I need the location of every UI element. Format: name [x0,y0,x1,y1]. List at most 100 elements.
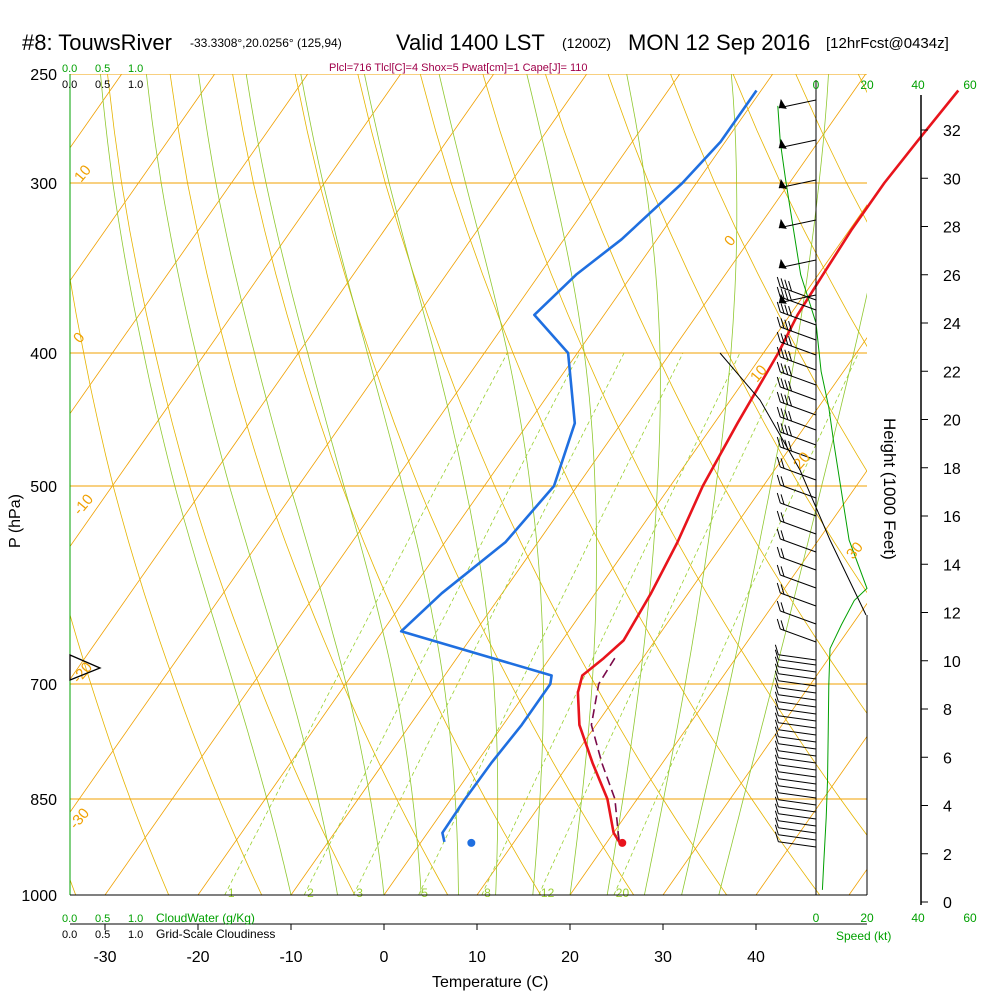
wind-barb-feather [781,476,784,486]
height-tick-label: 24 [943,316,961,333]
wind-barb-staff [778,821,816,826]
temperature-axis-title: Temperature (C) [432,974,548,991]
forecast-info: [12hrFcst@0434z] [826,35,949,52]
height-tick-label: 26 [943,268,961,285]
speed-tick-label-top: 40 [911,78,925,92]
height-tick-label: 32 [943,123,961,140]
mixing-ratio-line [225,353,508,895]
wind-barb-staff [780,629,816,642]
wind-barb-staff [778,702,816,707]
wind-barb-feather [781,378,784,388]
dry-adiabat-line [295,74,634,895]
wind-barb-staff [778,828,816,833]
wind-barb-staff [778,751,816,756]
wind-barb-staff [778,765,816,770]
wind-barb-feather [785,380,788,390]
dry-adiabat-line [170,74,448,895]
dry-adiabat-line [671,74,1000,895]
isotherm-line [849,74,1000,895]
grid-layer [0,74,1000,895]
dry-adiabat-line [420,74,819,895]
speed-axis-title: Speed (kt) [836,929,891,943]
wind-barb-feather [781,278,784,288]
wind-barb-feather [777,601,780,611]
temperature-series-line [578,91,958,842]
moist-adiabat-line [199,74,385,895]
mixing-ratio-line [304,353,579,895]
speed-tick-label-bottom: 40 [911,911,925,925]
wind-barb-icon [777,347,816,370]
wind-barb-feather [777,475,780,485]
wind-barb-feather [777,392,780,402]
pressure-tick-label: 300 [30,176,57,193]
station-coords: -33.3308°,20.0256° (125,94) [190,36,342,50]
mixing-ratio-line [539,353,791,895]
pressure-tick-label: 850 [30,792,57,809]
wind-barb-staff [778,786,816,791]
dry-adiabat-line [483,74,913,895]
wind-barb-pennant [779,219,787,229]
wind-barb-icon [777,422,816,445]
wind-barb-feather [777,511,780,521]
height-tick-label: 12 [943,606,961,623]
mixing-ratio-label: 3 [356,886,363,900]
wind-barb-staff [780,593,816,606]
wind-barb-feather [777,493,780,503]
isotherm-line [0,74,122,895]
wind-barb-feather [777,583,780,593]
dry-adiabat-line [983,74,1000,895]
wind-barb-feather [777,565,780,575]
wind-barb-staff [778,758,816,763]
surface-dewpoint-point [467,839,475,847]
wind-barb-feather [777,547,780,557]
temperature-tick-label: 10 [468,949,486,966]
wind-barb-feather [781,303,784,313]
isotherm-label: 30 [843,539,867,563]
moist-adiabat-line [101,74,292,895]
moist-adiabat-line [246,74,421,895]
wind-barb-feather [785,365,788,375]
wind-barb-staff [778,667,816,672]
wind-barb-feather [789,396,792,406]
mixing-ratio-label: 2 [307,886,314,900]
cloud-scale-top-2: 1.0 [128,63,143,75]
temperature-tick-label: 20 [561,949,579,966]
wind-barb-icon [777,392,816,415]
mixing-ratio-label: 5 [421,886,428,900]
wind-barb-feather [777,529,780,539]
wind-barb-icon [777,565,816,588]
wind-barb-feather [777,287,780,297]
wind-barb-feather [777,407,780,417]
wind-barb-icon [777,287,816,310]
pressure-tick-label: 400 [30,346,57,363]
isotherm-line [0,74,29,895]
isotherm-line [0,74,401,895]
wind-barb-icon [779,179,816,189]
pressure-tick-label: 250 [30,67,57,84]
wind-barb-icon [777,317,816,340]
wind-barb-staff [778,807,816,812]
wind-barb-feather [777,362,780,372]
height-tick-label: 14 [943,557,961,574]
isotherm-line [756,74,1000,895]
wind-barb-feather [789,366,792,376]
height-axis-title: Height (1000 Feet) [880,418,899,560]
cloud-scale-bottom-0: 0.0 [62,913,77,925]
wind-barb-staff [778,660,816,665]
wind-barb-staff [780,557,816,570]
temperature-tick-label: -10 [279,949,302,966]
wind-barb-feather [785,410,788,420]
cloudiness-scale-top-2: 1.0 [128,79,143,91]
wind-barb-staff [778,814,816,819]
wind-barb-staff [778,655,816,660]
wind-barb-staff [778,723,816,728]
temperature-tick-label: -30 [93,949,116,966]
pressure-tick-label: 700 [30,677,57,694]
height-tick-label: 16 [943,509,961,526]
wind-barb-feather [777,277,780,287]
wind-barb-staff [780,539,816,552]
isotherm-line [942,74,1000,895]
wind-barb-feather [777,332,780,342]
height-tick-label: 0 [943,895,952,912]
